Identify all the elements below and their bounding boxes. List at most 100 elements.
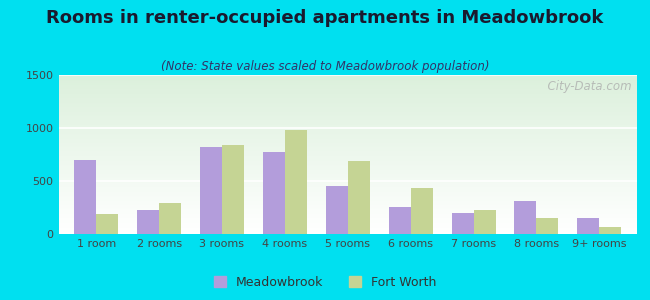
Bar bbox=[58, 110, 637, 111]
Bar bbox=[58, 170, 637, 171]
Bar bbox=[58, 174, 637, 175]
Bar bbox=[536, 218, 558, 234]
Bar bbox=[58, 159, 637, 160]
Bar bbox=[146, 75, 151, 234]
Bar bbox=[58, 106, 637, 107]
Bar bbox=[58, 184, 637, 185]
Bar bbox=[58, 100, 637, 101]
Bar bbox=[58, 226, 637, 227]
Bar bbox=[58, 178, 637, 179]
Bar bbox=[200, 147, 222, 234]
Text: Rooms in renter-occupied apartments in Meadowbrook: Rooms in renter-occupied apartments in M… bbox=[46, 9, 604, 27]
Bar bbox=[58, 116, 637, 117]
Bar bbox=[58, 204, 637, 205]
Bar bbox=[134, 75, 140, 234]
Bar bbox=[58, 140, 637, 141]
Bar bbox=[58, 231, 637, 232]
Bar bbox=[272, 75, 278, 234]
Bar bbox=[58, 201, 637, 202]
Bar bbox=[58, 167, 637, 168]
Bar bbox=[58, 81, 637, 82]
Bar bbox=[58, 107, 637, 108]
Bar bbox=[330, 75, 336, 234]
Bar bbox=[263, 152, 285, 234]
Bar bbox=[168, 75, 174, 234]
Bar bbox=[58, 203, 637, 204]
Bar bbox=[58, 133, 637, 134]
Bar bbox=[58, 137, 637, 138]
Bar bbox=[58, 181, 637, 182]
Bar bbox=[58, 162, 637, 163]
Bar bbox=[58, 98, 637, 99]
Bar bbox=[87, 75, 93, 234]
Bar bbox=[58, 126, 637, 127]
Bar bbox=[58, 168, 637, 169]
Bar bbox=[58, 120, 637, 121]
Bar bbox=[58, 200, 637, 201]
Bar bbox=[58, 223, 637, 224]
Bar bbox=[122, 75, 128, 234]
Bar bbox=[481, 75, 487, 234]
Bar bbox=[58, 211, 637, 212]
Bar bbox=[58, 194, 637, 195]
Bar bbox=[458, 75, 463, 234]
Bar bbox=[58, 172, 637, 173]
Bar bbox=[58, 80, 637, 81]
Bar bbox=[58, 188, 637, 189]
Bar bbox=[58, 135, 637, 136]
Bar bbox=[58, 164, 637, 165]
Bar bbox=[58, 213, 637, 214]
Bar bbox=[619, 75, 625, 234]
Bar bbox=[58, 148, 637, 149]
Bar bbox=[58, 129, 637, 130]
Bar bbox=[58, 136, 637, 137]
Bar bbox=[58, 82, 637, 83]
Bar bbox=[58, 228, 637, 229]
Bar bbox=[58, 131, 637, 132]
Bar bbox=[250, 75, 255, 234]
Bar bbox=[58, 102, 637, 103]
Bar bbox=[573, 75, 579, 234]
Bar bbox=[58, 195, 637, 196]
Bar bbox=[58, 109, 637, 110]
Bar bbox=[58, 103, 637, 104]
Bar bbox=[58, 85, 637, 86]
Bar bbox=[58, 78, 637, 79]
Bar bbox=[238, 75, 244, 234]
Bar bbox=[58, 222, 637, 223]
Bar bbox=[226, 75, 232, 234]
Bar bbox=[58, 160, 637, 161]
Bar bbox=[137, 210, 159, 234]
Bar bbox=[261, 75, 266, 234]
Bar bbox=[58, 212, 637, 213]
Bar bbox=[58, 232, 637, 233]
Bar bbox=[96, 214, 118, 234]
Bar bbox=[58, 123, 637, 124]
Bar bbox=[58, 144, 637, 145]
Bar bbox=[58, 225, 637, 226]
Bar bbox=[446, 75, 452, 234]
Bar bbox=[423, 75, 429, 234]
Bar bbox=[58, 186, 637, 187]
Bar bbox=[388, 75, 394, 234]
Bar bbox=[58, 105, 637, 106]
Bar bbox=[58, 207, 637, 208]
Bar bbox=[389, 207, 411, 234]
Bar bbox=[58, 76, 637, 77]
Bar bbox=[400, 75, 406, 234]
Bar bbox=[599, 227, 621, 234]
Bar bbox=[58, 169, 637, 170]
Bar bbox=[318, 75, 324, 234]
Bar bbox=[411, 188, 433, 234]
Bar bbox=[58, 173, 637, 174]
Bar bbox=[58, 95, 637, 96]
Bar bbox=[348, 161, 370, 234]
Bar bbox=[365, 75, 371, 234]
Bar bbox=[58, 117, 637, 118]
Bar bbox=[58, 191, 637, 192]
Bar bbox=[180, 75, 186, 234]
Bar bbox=[515, 75, 521, 234]
Bar bbox=[58, 198, 637, 199]
Bar bbox=[64, 75, 70, 234]
Bar bbox=[58, 96, 637, 97]
